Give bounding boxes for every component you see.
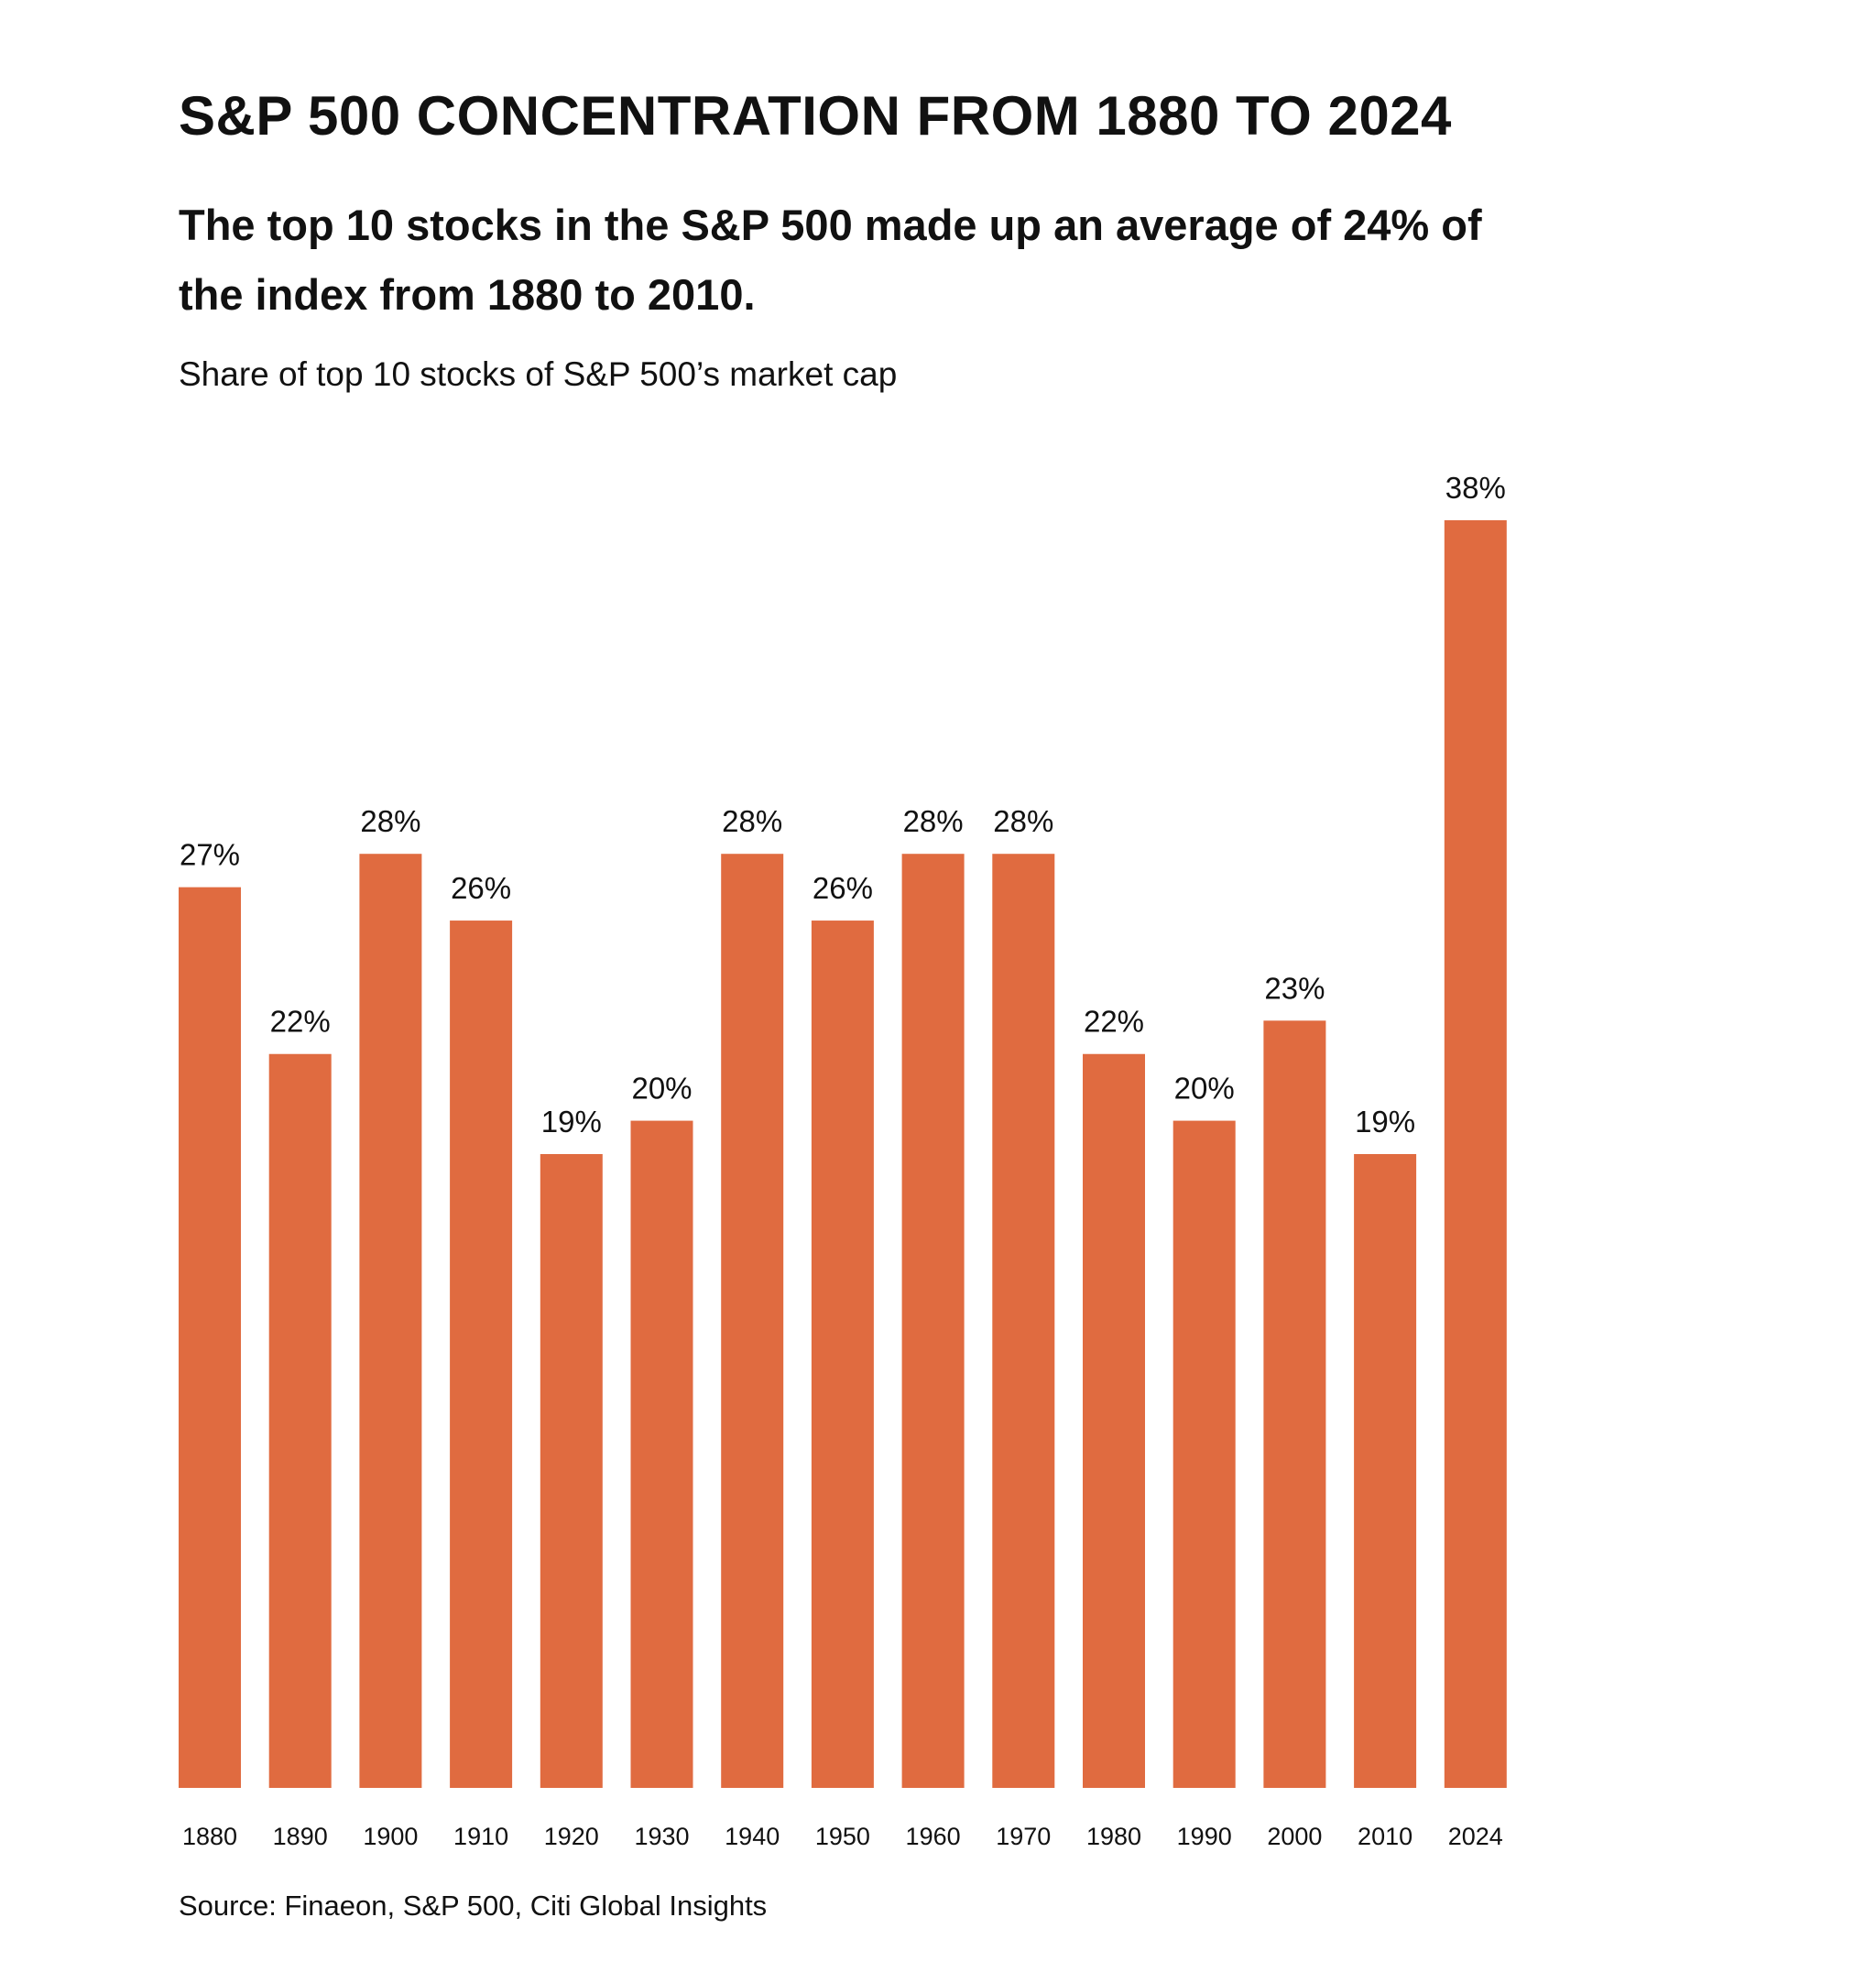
x-tick-label-2010: 2010	[1358, 1823, 1412, 1850]
value-label-1930: 20%	[631, 1072, 692, 1106]
x-tick-label-1920: 1920	[544, 1823, 599, 1850]
x-tick-label-1970: 1970	[996, 1823, 1051, 1850]
x-tick-label-1990: 1990	[1177, 1823, 1232, 1850]
value-label-1950: 26%	[813, 871, 873, 905]
value-label-1990: 20%	[1174, 1072, 1235, 1106]
value-label-1880: 27%	[180, 838, 240, 872]
bar-1920	[540, 1154, 603, 1788]
bar-1970	[992, 854, 1055, 1788]
x-tick-label-1910: 1910	[453, 1823, 508, 1850]
x-tick-label-1980: 1980	[1086, 1823, 1141, 1850]
bar-2010	[1354, 1154, 1417, 1788]
value-label-1910: 26%	[451, 871, 511, 905]
bar-2000	[1263, 1020, 1326, 1788]
x-tick-label-1930: 1930	[634, 1823, 689, 1850]
x-tick-label-2024: 2024	[1448, 1823, 1503, 1850]
x-tick-label-1880: 1880	[182, 1823, 237, 1850]
x-tick-label-1940: 1940	[725, 1823, 780, 1850]
x-tick-label-1960: 1960	[906, 1823, 961, 1850]
value-label-1970: 28%	[993, 804, 1053, 838]
value-label-2024: 38%	[1445, 471, 1506, 505]
value-label-1920: 19%	[541, 1105, 602, 1139]
bar-1950	[811, 921, 874, 1788]
value-label-2010: 19%	[1355, 1105, 1415, 1139]
value-label-1940: 28%	[722, 804, 782, 838]
bar-1960	[901, 854, 965, 1788]
bar-1900	[359, 854, 422, 1788]
bar-1980	[1083, 1053, 1145, 1788]
bar-1910	[450, 921, 513, 1788]
bar-1890	[268, 1053, 332, 1788]
x-tick-label-1950: 1950	[815, 1823, 870, 1850]
bar-1990	[1172, 1120, 1236, 1788]
value-label-1900: 28%	[360, 804, 420, 838]
bar-1940	[721, 854, 784, 1788]
chart-subtitle: The top 10 stocks in the S&P 500 made up…	[179, 201, 1482, 319]
value-label-1960: 28%	[903, 804, 964, 838]
bar-1930	[630, 1120, 693, 1788]
x-tick-label-1890: 1890	[273, 1823, 328, 1850]
chart-caption: Share of top 10 stocks of S&P 500’s mark…	[179, 355, 898, 393]
value-label-1890: 22%	[270, 1005, 331, 1039]
chart-title: S&P 500 CONCENTRATION FROM 1880 TO 2024	[179, 85, 1452, 147]
bar-2024	[1444, 520, 1507, 1788]
x-tick-label-1900: 1900	[363, 1823, 418, 1850]
x-tick-label-2000: 2000	[1267, 1823, 1322, 1850]
bar-1880	[179, 887, 241, 1788]
value-label-1980: 22%	[1084, 1005, 1144, 1039]
source-note: Source: Finaeon, S&P 500, Citi Global In…	[179, 1890, 768, 1922]
value-label-2000: 23%	[1264, 971, 1325, 1005]
